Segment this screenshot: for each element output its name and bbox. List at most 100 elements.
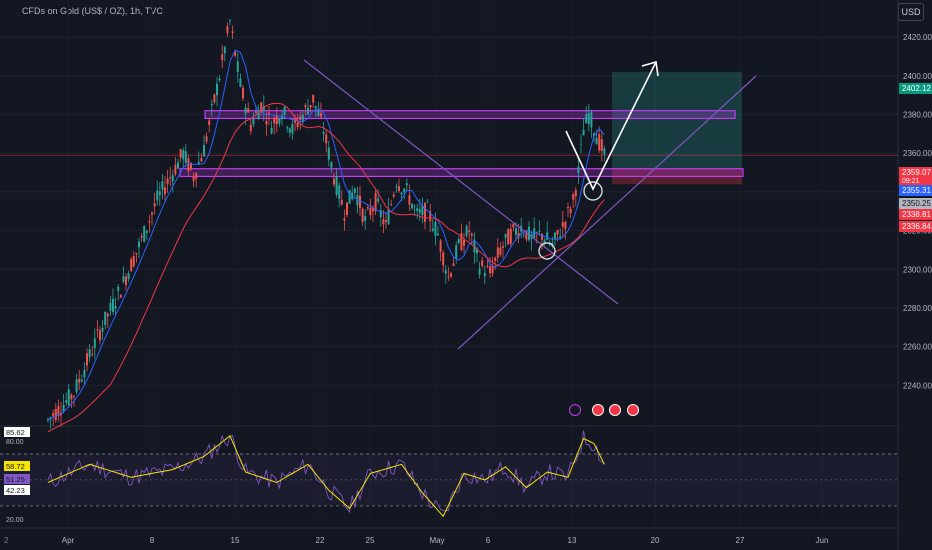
candle-body (515, 228, 517, 235)
event-icon (627, 404, 639, 416)
projection-path (565, 61, 657, 191)
candle-body (447, 275, 450, 277)
candle-body (216, 83, 218, 96)
candle-body (431, 228, 434, 231)
candle-body (140, 236, 143, 238)
candle-body (348, 190, 351, 204)
candle-body (322, 132, 325, 134)
rsi-moving-average (47, 435, 605, 518)
candle-body (600, 139, 603, 151)
price-label-bg (899, 209, 932, 220)
candle-body (374, 192, 377, 212)
candle-body (273, 118, 276, 124)
fast-moving-average (47, 49, 605, 421)
candle-body (598, 134, 601, 151)
candle-body (96, 329, 99, 331)
candle-body (62, 404, 65, 412)
candle-body (223, 47, 226, 54)
candle-body (455, 245, 458, 260)
candle-body (153, 203, 156, 207)
candle-body (268, 112, 270, 115)
candle-body (593, 133, 595, 137)
candle-body (187, 158, 190, 172)
candle-body (603, 148, 606, 155)
candle-body (502, 246, 504, 248)
price-label: 2359.07 (902, 168, 931, 177)
candle-body (291, 123, 294, 134)
candle-body (405, 183, 408, 186)
candle-body (346, 202, 348, 215)
candle-body (158, 191, 161, 196)
candle-body (567, 206, 569, 208)
candle-body (439, 240, 442, 252)
candle-body (595, 137, 598, 145)
candle-body (307, 107, 309, 115)
candle-body (574, 190, 577, 197)
candle-body (171, 175, 174, 182)
x-tick-label: Apr (62, 536, 75, 545)
price-label-bg (899, 83, 932, 94)
y-tick-label: 2280.00 (903, 304, 932, 313)
candle-body (359, 195, 361, 209)
candle-body (398, 186, 400, 191)
rsi-value-bg (4, 461, 30, 471)
candle-body (387, 209, 390, 224)
candle-body (143, 226, 146, 242)
candle-body (119, 295, 122, 298)
x-tick-label: 13 (568, 536, 577, 545)
candle-body (60, 412, 62, 416)
candle-body (109, 302, 112, 311)
candle-body (138, 241, 140, 248)
x-tick-label: May (429, 536, 444, 545)
rsi-value-bg (4, 427, 30, 437)
candle-body (424, 202, 426, 222)
candle-body (309, 104, 312, 108)
support-zone (179, 168, 744, 178)
candle-body (353, 188, 356, 193)
price-label-countdown: 09:21 (902, 178, 920, 185)
candle-body (338, 185, 341, 199)
rsi-value-bg (4, 474, 30, 484)
candle-body (166, 178, 169, 184)
candle-body (125, 276, 127, 286)
candle-body (301, 114, 304, 123)
candle-body (400, 192, 403, 195)
candle-body (314, 105, 317, 108)
candle-body (130, 258, 133, 272)
candle-body (426, 201, 429, 203)
y-tick-label: 2380.00 (903, 111, 932, 120)
y-tick-label: 2300.00 (903, 265, 932, 274)
price-label: 2350.25 (902, 199, 931, 208)
candle-body (213, 94, 216, 103)
candle-body (65, 400, 68, 403)
candle-body (122, 276, 125, 282)
candle-body (195, 172, 198, 179)
x-tick-label: 25 (366, 536, 375, 545)
candle-body (88, 349, 91, 358)
candle-body (179, 149, 182, 158)
candle-body (585, 114, 588, 124)
candle-body (239, 78, 242, 87)
price-label-bg (899, 221, 932, 232)
candle-body (320, 113, 322, 117)
candle-body (278, 119, 281, 124)
candle-body (210, 103, 213, 106)
candle-body (408, 195, 411, 205)
candle-body (343, 218, 346, 221)
x-tick-label: 27 (736, 536, 745, 545)
candle-body (580, 143, 582, 145)
resistance-zone (204, 110, 736, 120)
candle-body (177, 162, 179, 169)
candle-body (499, 247, 502, 255)
candle-body (421, 205, 424, 216)
candle-body (528, 226, 530, 240)
x-tick-label: 20 (651, 536, 660, 545)
candle-body (242, 87, 244, 99)
candle-body (317, 110, 320, 116)
candle-body (411, 203, 413, 209)
candle-body (192, 176, 195, 182)
rsi-level-label: 80.00 (6, 439, 24, 446)
event-icon (592, 404, 604, 416)
candle-body (476, 248, 478, 254)
